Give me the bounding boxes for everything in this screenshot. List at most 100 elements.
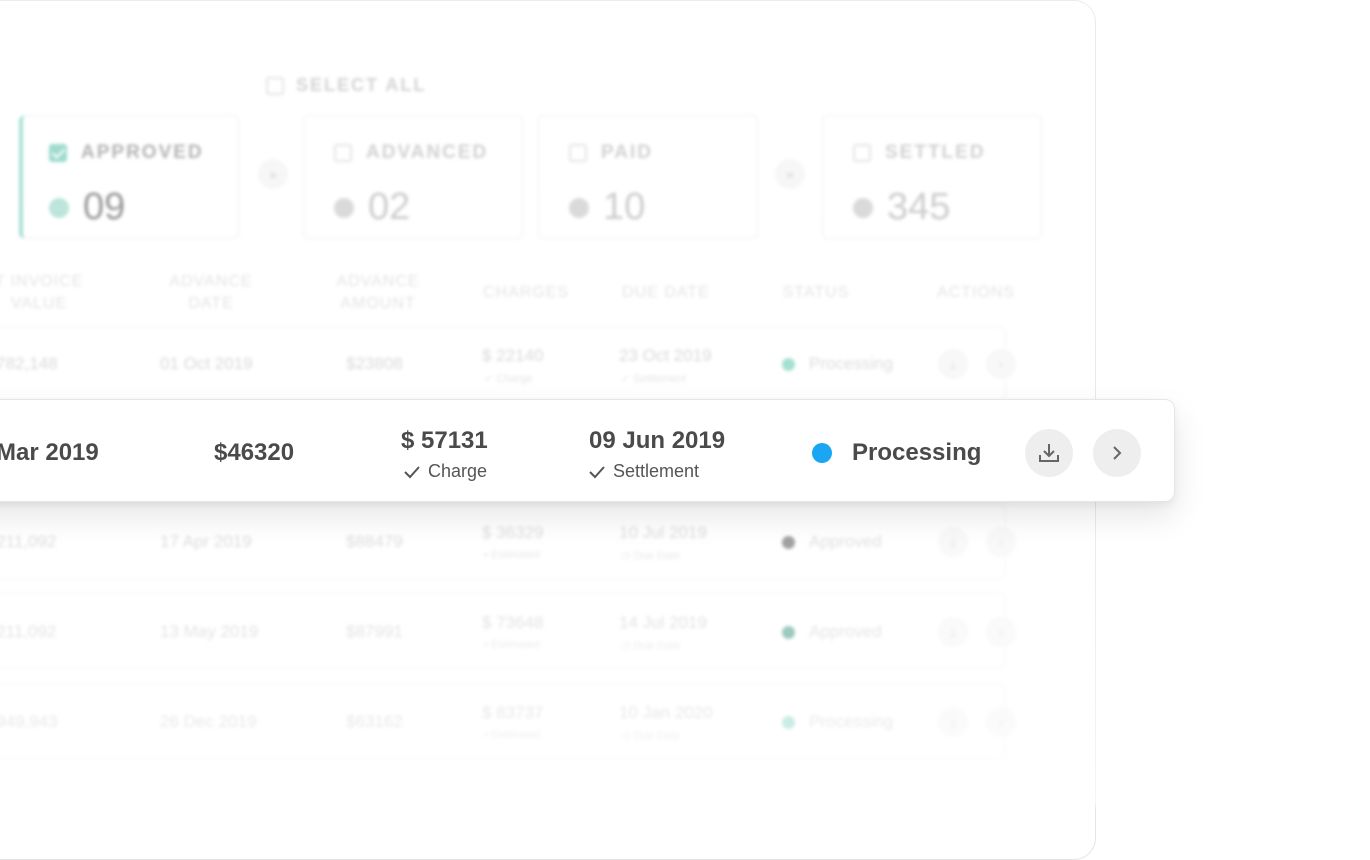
due-date: 09 Jun 2019 xyxy=(589,427,726,454)
paid-checkbox[interactable] xyxy=(569,144,587,162)
advance-amount: $88479 xyxy=(346,532,403,551)
status-card-paid[interactable]: PAID 10 xyxy=(538,115,758,239)
status-dot-icon xyxy=(782,357,795,371)
status-card-settled[interactable]: SETTLED 345 xyxy=(822,115,1042,239)
charges-sub: ▪ Estimated xyxy=(484,639,540,651)
card-label: PAID xyxy=(601,142,653,163)
status: Processing xyxy=(782,354,893,374)
status-label: Processing xyxy=(809,354,894,373)
charges: $ 83737 xyxy=(482,703,544,722)
chevron-right-icon xyxy=(1113,446,1122,460)
status: Processing xyxy=(782,712,893,732)
download-icon[interactable]: ⤓ xyxy=(938,349,968,379)
advance-date: Mar 2019 xyxy=(0,439,99,466)
chevron-right-icon[interactable]: › xyxy=(986,349,1016,379)
advance-amount: $63162 xyxy=(346,712,403,731)
card-count: 02 xyxy=(368,186,411,228)
highlighted-row[interactable]: Mar 2019 $46320 $ 57131 Charge 09 Jun 20… xyxy=(0,399,1175,502)
status-label: Approved xyxy=(809,532,882,551)
due-sub: ✓ Settlement xyxy=(621,373,686,385)
details-button[interactable] xyxy=(1093,429,1141,477)
table-row[interactable]: 3,211,092 17 Apr 2019 $88479 $ 36329 ▪ E… xyxy=(0,503,1016,579)
due-date: 10 Jul 2019 xyxy=(619,523,707,542)
invoice-value: 3,211,092 xyxy=(0,622,57,641)
select-all-checkbox[interactable] xyxy=(266,76,284,95)
status-label: Processing xyxy=(809,712,894,731)
advance-date: 17 Apr 2019 xyxy=(160,532,252,551)
status-dot-icon xyxy=(49,197,69,218)
charges: $ 22140 xyxy=(482,346,544,365)
advance-date: 26 Dec 2019 xyxy=(160,712,257,731)
double-chevron-icon: » xyxy=(258,159,288,189)
advance-amount: $46320 xyxy=(214,439,295,466)
due-sub: ◷ Due Date xyxy=(621,730,681,742)
charges-sub: ▪ Estimated xyxy=(484,729,540,741)
charges-sub-label: Charge xyxy=(428,461,488,481)
check-icon xyxy=(404,465,420,478)
table-row[interactable]: 3,949,943 26 Dec 2019 $63162 $ 83737 ▪ E… xyxy=(0,683,1016,759)
header-advance-amount: ADVANCE AMOUNT xyxy=(336,273,420,312)
card-label: SETTLED xyxy=(885,142,986,163)
chevron-right-icon[interactable]: › xyxy=(986,707,1016,737)
status-dot-icon xyxy=(782,715,795,729)
due-date: 10 Jan 2020 xyxy=(619,703,713,722)
due-sub: ◷ Due Date xyxy=(621,550,681,562)
table-row[interactable]: 3,211,092 13 May 2019 $87991 $ 73648 ▪ E… xyxy=(0,593,1016,669)
status-dot-icon xyxy=(782,625,795,639)
due-sub: ◷ Due Date xyxy=(621,640,681,652)
status-card-advanced[interactable]: ADVANCED 02 xyxy=(303,115,523,239)
header-due-date: DUE DATE xyxy=(622,284,710,301)
due-date: 14 Jul 2019 xyxy=(619,613,707,632)
charges: $ 36329 xyxy=(482,523,544,542)
download-icon xyxy=(1039,444,1059,462)
header-advance-date: ADVANCE DATE xyxy=(169,273,253,312)
status-dot-icon xyxy=(853,197,873,218)
status-card-approved[interactable]: APPROVED 09 xyxy=(19,115,239,239)
chevron-right-icon[interactable]: › xyxy=(986,617,1016,647)
card-label: APPROVED xyxy=(81,142,204,163)
card-count: 09 xyxy=(83,186,126,228)
status-label: Approved xyxy=(809,622,882,641)
header-status: STATUS xyxy=(782,284,850,301)
status: Processing xyxy=(812,439,981,467)
invoice-value: 4,782,148 xyxy=(0,354,58,373)
card-count: 345 xyxy=(887,186,951,228)
advance-date: 13 May 2019 xyxy=(160,622,259,641)
advance-date: 01 Oct 2019 xyxy=(160,354,253,373)
charges-sub: ▪ Estimated xyxy=(484,549,540,561)
approved-checkbox[interactable] xyxy=(49,144,67,162)
status: Approved xyxy=(782,622,882,642)
status-dot-icon xyxy=(812,443,832,463)
charges-sub: ✓ Charge xyxy=(484,373,533,385)
invoice-value: 3,949,943 xyxy=(0,712,58,731)
advance-amount: $23808 xyxy=(346,354,403,373)
download-icon[interactable]: ⤓ xyxy=(938,617,968,647)
table-row[interactable]: 4,782,148 01 Oct 2019 $23808 $ 22140 ✓ C… xyxy=(0,326,1016,402)
status-dot-icon xyxy=(334,197,354,218)
card-label: ADVANCED xyxy=(366,142,489,163)
status: Approved xyxy=(782,532,882,552)
card-count: 10 xyxy=(603,186,646,228)
header-invoice-value: T INVOICE VALUE xyxy=(0,273,84,312)
advanced-checkbox[interactable] xyxy=(334,144,352,162)
download-icon[interactable]: ⤓ xyxy=(938,527,968,557)
status-dot-icon xyxy=(782,535,795,549)
due-date: 23 Oct 2019 xyxy=(619,346,712,365)
due-sub-label: Settlement xyxy=(613,461,700,481)
header-actions: ACTIONS xyxy=(936,284,1016,301)
download-icon[interactable]: ⤓ xyxy=(938,707,968,737)
invoice-value: 3,211,092 xyxy=(0,532,57,551)
charges: $ 57131 xyxy=(401,427,488,454)
download-button[interactable] xyxy=(1025,429,1073,477)
chevron-right-icon[interactable]: › xyxy=(986,527,1016,557)
header-charges: CHARGES xyxy=(482,284,570,301)
settled-checkbox[interactable] xyxy=(853,144,871,162)
double-chevron-icon: » xyxy=(775,159,805,189)
check-icon xyxy=(589,465,605,478)
select-all-label: SELECT ALL xyxy=(296,75,427,95)
select-all[interactable]: SELECT ALL xyxy=(266,75,426,96)
due-sub: Settlement xyxy=(589,461,699,482)
status-dot-icon xyxy=(569,197,589,218)
status-label: Processing xyxy=(852,439,982,466)
advance-amount: $87991 xyxy=(346,622,403,641)
